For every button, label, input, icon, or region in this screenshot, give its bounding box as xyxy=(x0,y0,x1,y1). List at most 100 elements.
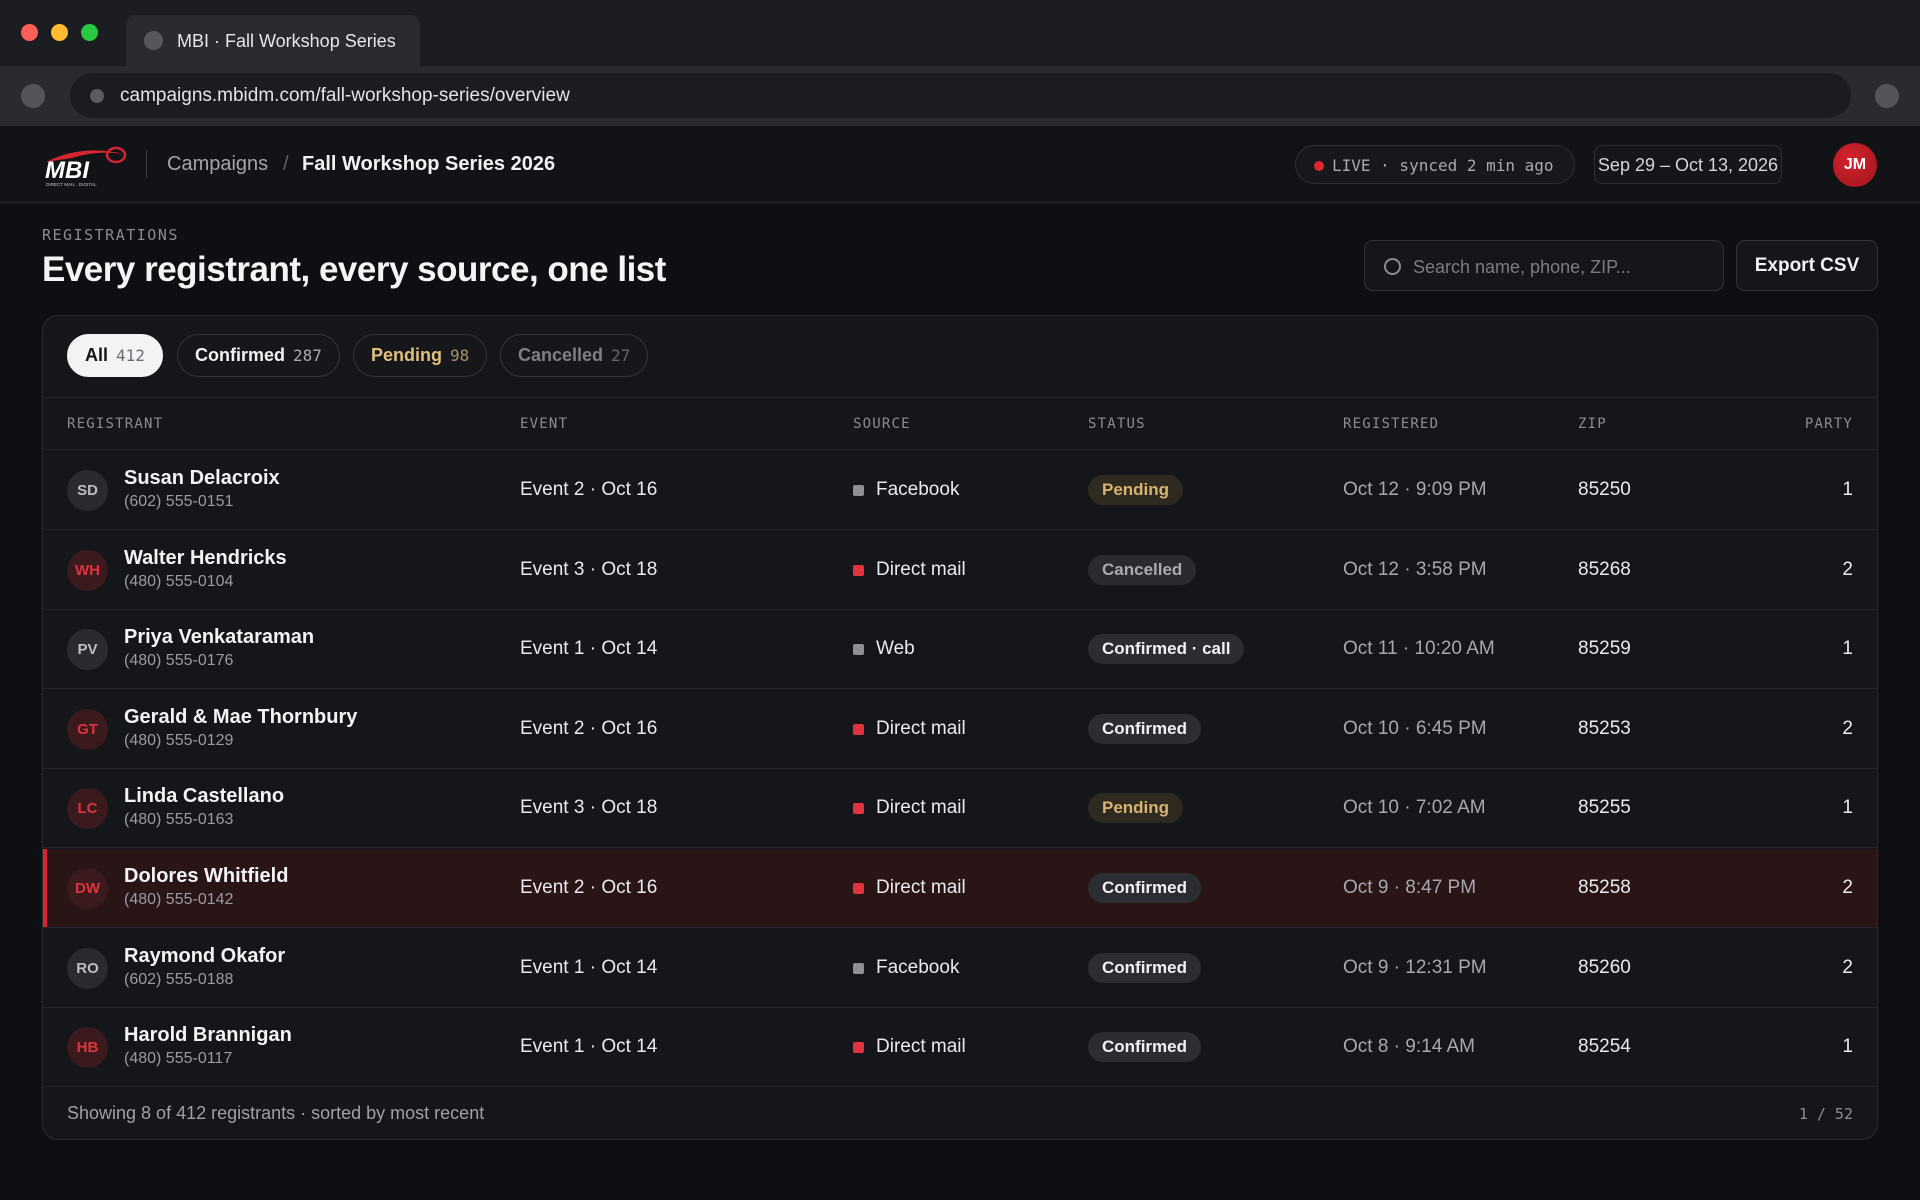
filter-count: 412 xyxy=(116,346,145,365)
maximize-window-button[interactable] xyxy=(81,24,98,41)
event-cell: Event 2 · Oct 16 xyxy=(520,479,658,500)
url-field[interactable]: campaigns.mbidm.com/fall-workshop-series… xyxy=(70,73,1851,118)
registered-cell: Oct 8 · 9:14 AM xyxy=(1343,1036,1475,1058)
browser-menu-button[interactable] xyxy=(1875,84,1899,108)
column-header-registered[interactable]: REGISTERED xyxy=(1343,416,1440,432)
search-input[interactable] xyxy=(1413,255,1713,279)
party-cell: 1 xyxy=(1842,1036,1853,1058)
party-cell: 2 xyxy=(1842,877,1853,898)
date-range-picker[interactable]: Sep 29 – Oct 13, 2026 xyxy=(1594,145,1782,184)
section-eyebrow: REGISTRATIONS xyxy=(42,226,179,244)
source-dot-icon xyxy=(853,962,864,974)
registrant-phone: (602) 555-0151 xyxy=(124,493,234,510)
breadcrumb-campaigns[interactable]: Campaigns xyxy=(167,153,269,175)
filter-label: All xyxy=(85,345,109,365)
filter-chip-cancelled[interactable]: Cancelled 27 xyxy=(500,334,649,377)
avatar: SD xyxy=(67,470,108,511)
column-header-source[interactable]: SOURCE xyxy=(853,416,911,432)
registrant-name[interactable]: Susan Delacroix xyxy=(124,467,280,489)
table-row[interactable]: GT Gerald & Mae Thornbury (480) 555-0129 Ev… xyxy=(43,690,1877,769)
table-row[interactable]: DW Dolores Whitfield (480) 555-0142 Event 2… xyxy=(43,849,1877,928)
live-status-text: LIVE · synced 2 min ago xyxy=(1332,156,1554,175)
registrant-phone: (480) 555-0117 xyxy=(124,1050,233,1068)
filter-count: 27 xyxy=(611,346,631,365)
avatar: DW xyxy=(67,868,108,909)
tab-title: MBI · Fall Workshop Series xyxy=(177,31,396,51)
registered-cell: Oct 9 · 8:47 PM xyxy=(1343,877,1477,898)
column-header-event[interactable]: EVENT xyxy=(520,416,569,432)
site-info-icon[interactable] xyxy=(90,89,104,103)
source-dot-icon xyxy=(853,803,864,815)
table-row[interactable]: RO Raymond Okafor (602) 555-0188 Event 1 · … xyxy=(43,929,1877,1008)
table-row[interactable]: WH Walter Hendricks (480) 555-0104 Event 3 … xyxy=(43,531,1877,610)
event-cell: Event 1 · Oct 14 xyxy=(520,1036,658,1058)
registrant-phone: (480) 555-0163 xyxy=(124,811,234,829)
breadcrumb-separator: / xyxy=(283,153,289,175)
table-row[interactable]: LC Linda Castellano (480) 555-0163 Event 3 … xyxy=(43,769,1877,849)
date-range-text: Sep 29 – Oct 13, 2026 xyxy=(1597,155,1779,175)
registrant-phone: (480) 555-0142 xyxy=(124,891,234,908)
table-row[interactable]: SD Susan Delacroix (602) 555-0151 Event 2 ·… xyxy=(43,451,1877,530)
status-badge: Confirmed xyxy=(1088,873,1201,903)
table-row[interactable]: PV Priya Venkataraman (480) 555-0176 Event … xyxy=(43,610,1877,690)
registered-cell: Oct 9 · 12:31 PM xyxy=(1343,956,1487,978)
zip-cell: 85255 xyxy=(1578,797,1631,819)
table-header: REGISTRANT EVENT SOURCE STATUS REGISTERE… xyxy=(43,398,1877,450)
source-cell: Direct mail xyxy=(876,558,966,580)
user-avatar[interactable]: JM xyxy=(1833,143,1877,187)
registrant-name[interactable]: Dolores Whitfield xyxy=(124,865,289,887)
search-box[interactable] xyxy=(1364,240,1724,291)
minimize-window-button[interactable] xyxy=(51,24,68,41)
source-dot-icon xyxy=(853,723,864,735)
zip-cell: 85268 xyxy=(1578,558,1631,580)
column-header-zip[interactable]: ZIP xyxy=(1578,416,1607,432)
filter-label: Pending xyxy=(371,345,442,365)
zip-cell: 85258 xyxy=(1578,877,1631,898)
registrants-table-card: All 412 Confirmed 287 Pending 98 Cancelled 2… xyxy=(42,315,1878,1140)
registrant-phone: (480) 555-0176 xyxy=(124,652,234,670)
source-cell: Facebook xyxy=(876,479,960,500)
status-badge: Confirmed · call xyxy=(1088,634,1245,665)
registered-cell: Oct 12 · 3:58 PM xyxy=(1343,558,1487,580)
table-row[interactable]: HB Harold Brannigan (480) 555-0117 Event 1 … xyxy=(43,1008,1877,1088)
registrant-name[interactable]: Gerald & Mae Thornbury xyxy=(124,705,358,728)
registrant-name[interactable]: Raymond Okafor xyxy=(124,944,286,967)
mbi-logo[interactable]: MBI DIRECT MAIL · DIGITAL xyxy=(42,146,128,188)
status-badge: Confirmed xyxy=(1088,1032,1201,1063)
party-cell: 2 xyxy=(1842,558,1853,580)
registrant-name[interactable]: Priya Venkataraman xyxy=(124,626,315,649)
favicon-icon xyxy=(144,31,163,50)
registrant-name[interactable]: Walter Hendricks xyxy=(124,546,287,569)
app-header: MBI DIRECT MAIL · DIGITAL Campaigns / Fa… xyxy=(0,126,1920,203)
event-cell: Event 3 · Oct 18 xyxy=(520,558,658,580)
registered-cell: Oct 11 · 10:20 AM xyxy=(1343,638,1495,660)
source-cell: Direct mail xyxy=(876,1036,966,1058)
zip-cell: 85259 xyxy=(1578,638,1631,660)
registrant-name[interactable]: Linda Castellano xyxy=(124,785,285,808)
filter-chip-pending[interactable]: Pending 98 xyxy=(353,334,488,377)
column-header-status[interactable]: STATUS xyxy=(1088,416,1146,432)
party-cell: 1 xyxy=(1842,797,1853,819)
source-dot-icon xyxy=(853,564,864,576)
avatar: RO xyxy=(67,947,108,989)
page-title: Every registrant, every source, one list xyxy=(42,250,666,289)
party-cell: 1 xyxy=(1842,638,1853,660)
party-cell: 2 xyxy=(1842,956,1853,978)
search-icon xyxy=(1384,258,1401,275)
zip-cell: 85254 xyxy=(1578,1036,1631,1058)
filter-chip-all[interactable]: All 412 xyxy=(67,334,163,377)
registered-cell: Oct 10 · 7:02 AM xyxy=(1343,797,1486,819)
close-window-button[interactable] xyxy=(21,24,38,41)
registrant-name[interactable]: Harold Brannigan xyxy=(124,1024,292,1047)
registrant-phone: (480) 555-0104 xyxy=(124,572,234,590)
browser-tab[interactable]: MBI · Fall Workshop Series xyxy=(126,15,420,66)
pagination-indicator[interactable]: 1 / 52 xyxy=(1798,1105,1853,1123)
column-header-registrant[interactable]: REGISTRANT xyxy=(67,416,164,432)
filter-chip-confirmed[interactable]: Confirmed 287 xyxy=(177,334,340,377)
source-cell: Direct mail xyxy=(876,717,966,739)
status-badge: Confirmed xyxy=(1088,713,1201,744)
export-csv-button[interactable]: Export CSV xyxy=(1736,240,1878,291)
column-header-party[interactable]: PARTY xyxy=(1804,416,1853,432)
avatar: LC xyxy=(67,788,108,830)
back-button[interactable] xyxy=(21,84,45,108)
